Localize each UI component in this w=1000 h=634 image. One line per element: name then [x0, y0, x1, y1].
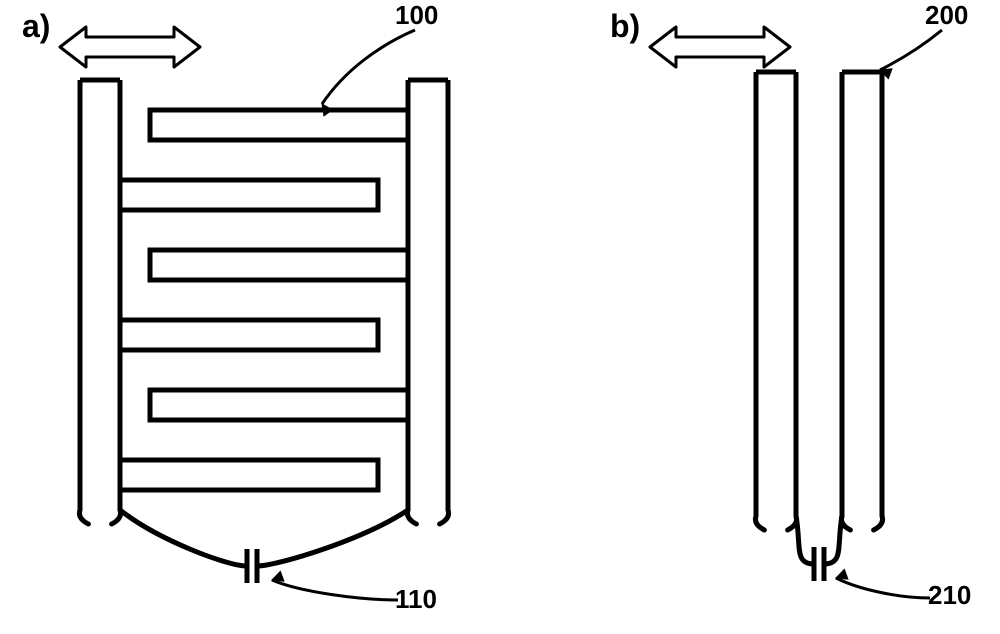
callout-leader — [272, 580, 398, 600]
break-mark — [79, 510, 88, 524]
comb-finger — [150, 390, 408, 420]
callout-arrowhead — [272, 571, 284, 581]
break-mark — [874, 516, 883, 530]
lead-wire — [824, 516, 842, 564]
double-arrow-icon — [650, 27, 790, 67]
comb-finger — [120, 320, 378, 350]
callout-leader — [836, 578, 930, 598]
lead-wire — [120, 510, 247, 566]
comb-finger — [120, 180, 378, 210]
break-mark — [755, 516, 764, 530]
callout-arrowhead — [322, 104, 332, 116]
break-mark — [440, 510, 449, 524]
callout-arrowhead — [836, 569, 848, 579]
comb-finger — [120, 460, 378, 490]
callout-leader — [322, 30, 415, 104]
lead-wire — [796, 516, 814, 564]
comb-finger — [150, 110, 408, 140]
comb-finger — [150, 250, 408, 280]
lead-wire — [257, 510, 408, 566]
double-arrow-icon — [60, 27, 200, 67]
callout-leader — [880, 30, 942, 70]
diagram-svg — [0, 0, 1000, 634]
